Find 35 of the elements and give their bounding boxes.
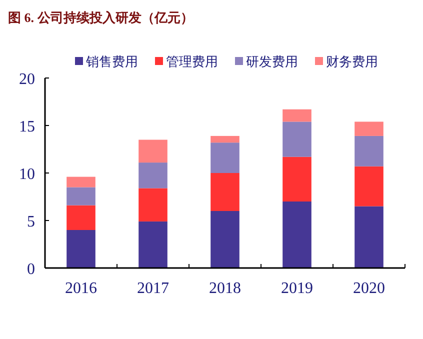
x-tick-label: 2017: [137, 280, 169, 297]
y-tick-label: 10: [19, 166, 35, 183]
bar: [210, 142, 240, 173]
legend-label: 管理费用: [166, 54, 218, 69]
x-tick-label: 2018: [209, 280, 241, 297]
bar: [354, 136, 384, 166]
bar: [66, 230, 96, 268]
legend-label: 财务费用: [326, 54, 378, 69]
y-tick-label: 5: [27, 214, 35, 230]
y-tick-label: 15: [19, 118, 35, 136]
bar: [138, 162, 168, 188]
bar: [138, 221, 168, 268]
bar: [282, 156, 312, 202]
y-tick-label: 0: [27, 261, 35, 278]
x-tick-label: 2019: [281, 280, 313, 297]
bar: [354, 166, 384, 206]
chart-title: 图 6. 公司持续投入研发（亿元）: [8, 10, 194, 25]
bar: [210, 211, 240, 268]
bar: [354, 122, 384, 136]
bar: [282, 122, 312, 157]
y-tick-label: 20: [19, 71, 35, 88]
bar: [66, 205, 96, 230]
legend-label: 销售费用: [85, 54, 138, 69]
x-tick-label: 2016: [65, 280, 97, 297]
legend-label: 研发费用: [246, 54, 298, 69]
bar: [282, 202, 312, 268]
bar: [354, 206, 384, 268]
bar: [210, 136, 240, 143]
x-tick-label: 2020: [353, 280, 385, 297]
bar: [66, 187, 96, 206]
bar: [66, 176, 96, 188]
bar: [210, 173, 240, 211]
bar: [138, 188, 168, 222]
bar: [282, 109, 312, 122]
bar: [138, 140, 168, 163]
